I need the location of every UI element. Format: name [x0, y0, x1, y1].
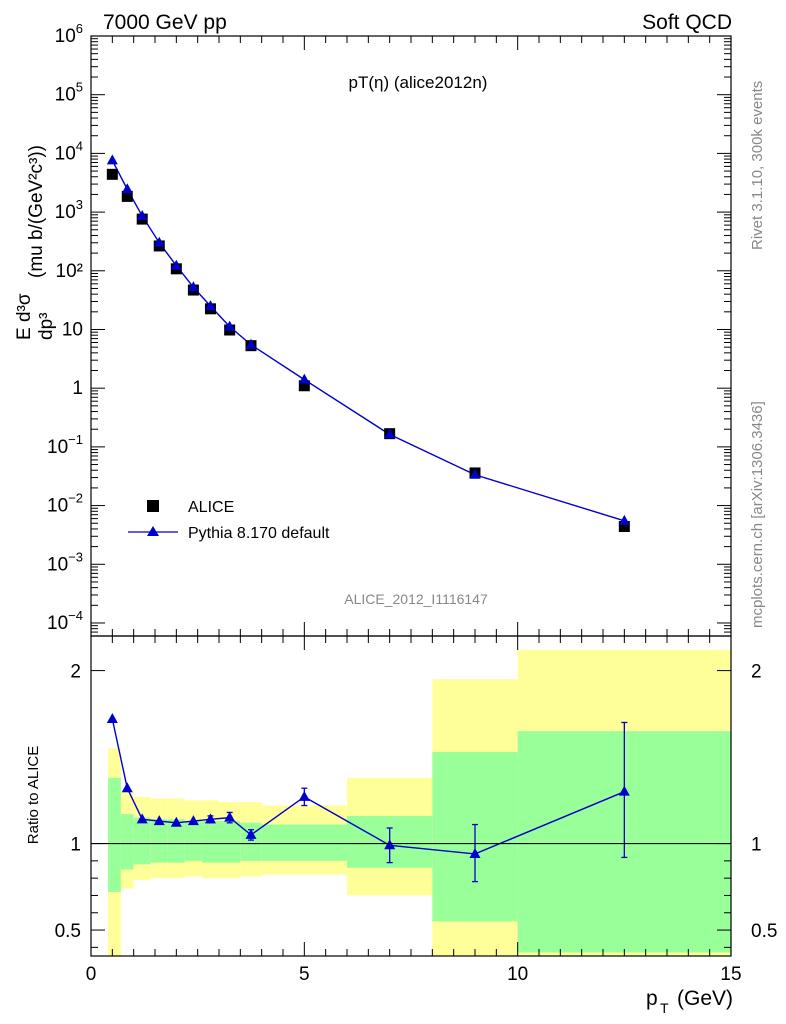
- y-label-denominator: dp³: [36, 313, 57, 340]
- mcplots-label: mcplots.cern.ch [arXiv:1306.3436]: [749, 401, 766, 628]
- pythia-point: [618, 514, 630, 525]
- main-y-tick-label: 1: [72, 378, 83, 399]
- ratio-pythia-point: [153, 815, 165, 826]
- x-tick-label: 10: [507, 964, 528, 985]
- main-y-tick-label: 106: [55, 21, 83, 47]
- ratio-y-tick-label: 1: [70, 835, 81, 856]
- ratio-pythia-point: [298, 790, 310, 801]
- y-label-numerator: E d³σ: [14, 293, 35, 340]
- x-label-unit: (GeV): [677, 987, 733, 1010]
- ratio-y-tick-label-right: 0.5: [751, 921, 777, 942]
- x-label-main: p: [646, 987, 658, 1010]
- pythia-point: [170, 259, 182, 270]
- legend-label-alice: ALICE: [188, 499, 234, 516]
- analysis-watermark: ALICE_2012_I1116147: [344, 591, 488, 607]
- ratio-pythia-point: [224, 811, 236, 822]
- main-y-tick-label: 105: [55, 80, 83, 106]
- ratio-pythia-point: [187, 815, 199, 826]
- ratio-pythia-point: [170, 816, 182, 827]
- alice-point: [121, 190, 133, 202]
- energy-label: 7000 GeV pp: [103, 11, 227, 34]
- main-plot-frame: [90, 35, 732, 637]
- ratio-pythia-point: [384, 839, 396, 850]
- x-tick-label: 15: [720, 964, 741, 985]
- alice-point: [106, 168, 118, 180]
- ratio-band-inner: [219, 821, 241, 863]
- ratio-band-inner: [150, 819, 168, 863]
- x-tick-label: 5: [299, 964, 310, 985]
- ratio-band-inner: [240, 822, 262, 861]
- main-y-tick-label: 10−3: [47, 549, 83, 575]
- ratio-pythia-point: [618, 785, 630, 796]
- ratio-y-axis-label: Ratio to ALICE: [25, 746, 42, 844]
- ratio-band-inner: [184, 821, 202, 861]
- pythia-point: [469, 468, 481, 479]
- ratio-band-inner: [167, 819, 185, 863]
- ratio-pythia-point: [106, 713, 118, 724]
- ratio-pythia-point: [136, 813, 148, 824]
- pythia-point: [136, 209, 148, 220]
- pythia-point: [153, 236, 165, 247]
- ratio-y-tick-label: 2: [70, 662, 81, 683]
- x-label-subscript: T: [660, 1000, 669, 1016]
- pythia-point: [384, 428, 396, 439]
- ratio-y-tick-label-right: 2: [751, 662, 762, 683]
- ratio-pythia-point: [204, 813, 216, 824]
- ratio-y-tick-label: 0.5: [55, 921, 81, 942]
- main-y-tick-label: 10−1: [47, 432, 83, 458]
- main-y-tick-label: 10²: [56, 261, 83, 282]
- process-label: Soft QCD: [642, 11, 732, 34]
- ratio-panel: 0.5 0.5 1 1 2 2 0 5 10 15 Ratio to ALICE p T (GeV…: [25, 635, 777, 1016]
- pythia-point: [121, 183, 133, 194]
- pythia-point: [245, 338, 257, 349]
- main-y-tick-label: 104: [55, 138, 83, 164]
- main-y-tick-label: 103: [55, 197, 83, 223]
- main-panel: pT(η) (alice2012n) ALICE_2012_I1116147 1…: [14, 21, 732, 637]
- chart-title: pT(η) (alice2012n): [349, 73, 488, 92]
- main-y-axis-label: E d³σ dp³ (mu b/(GeV²c³)): [14, 145, 57, 340]
- pythia-point: [298, 373, 310, 384]
- ratio-pythia-point: [245, 828, 257, 839]
- pythia-point: [187, 281, 199, 292]
- x-tick-label: 0: [86, 964, 97, 985]
- ratio-pythia-point: [469, 847, 481, 858]
- rivet-label: Rivet 3.1.10, 300k events: [749, 81, 766, 250]
- alice-point: [618, 521, 630, 533]
- ratio-band-inner: [133, 817, 151, 865]
- legend-marker-pythia: [147, 526, 159, 536]
- pythia-point: [224, 320, 236, 331]
- ratio-band-inner: [201, 821, 219, 863]
- main-y-tick-label: 10: [62, 319, 83, 340]
- ratio-band-inner: [108, 777, 121, 892]
- legend-label-pythia: Pythia 8.170 default: [188, 525, 330, 542]
- ratio-band-inner: [261, 824, 347, 861]
- ratio-pythia-point: [121, 782, 133, 793]
- pythia-curve: [111, 160, 625, 522]
- legend-marker-alice: [147, 500, 159, 512]
- ratio-y-tick-label-right: 1: [751, 835, 762, 856]
- x-axis-label: p T (GeV): [646, 987, 733, 1016]
- legend: ALICE Pythia 8.170 default: [128, 499, 330, 542]
- y-label-units: (mu b/(GeV²c³)): [26, 145, 47, 278]
- main-y-tick-label: 10−4: [47, 608, 83, 634]
- alice-point: [298, 380, 310, 392]
- ratio-band-inner: [120, 814, 134, 870]
- main-y-tick-label: 10−2: [47, 491, 83, 517]
- pythia-point: [106, 154, 118, 165]
- pythia-point: [204, 300, 216, 311]
